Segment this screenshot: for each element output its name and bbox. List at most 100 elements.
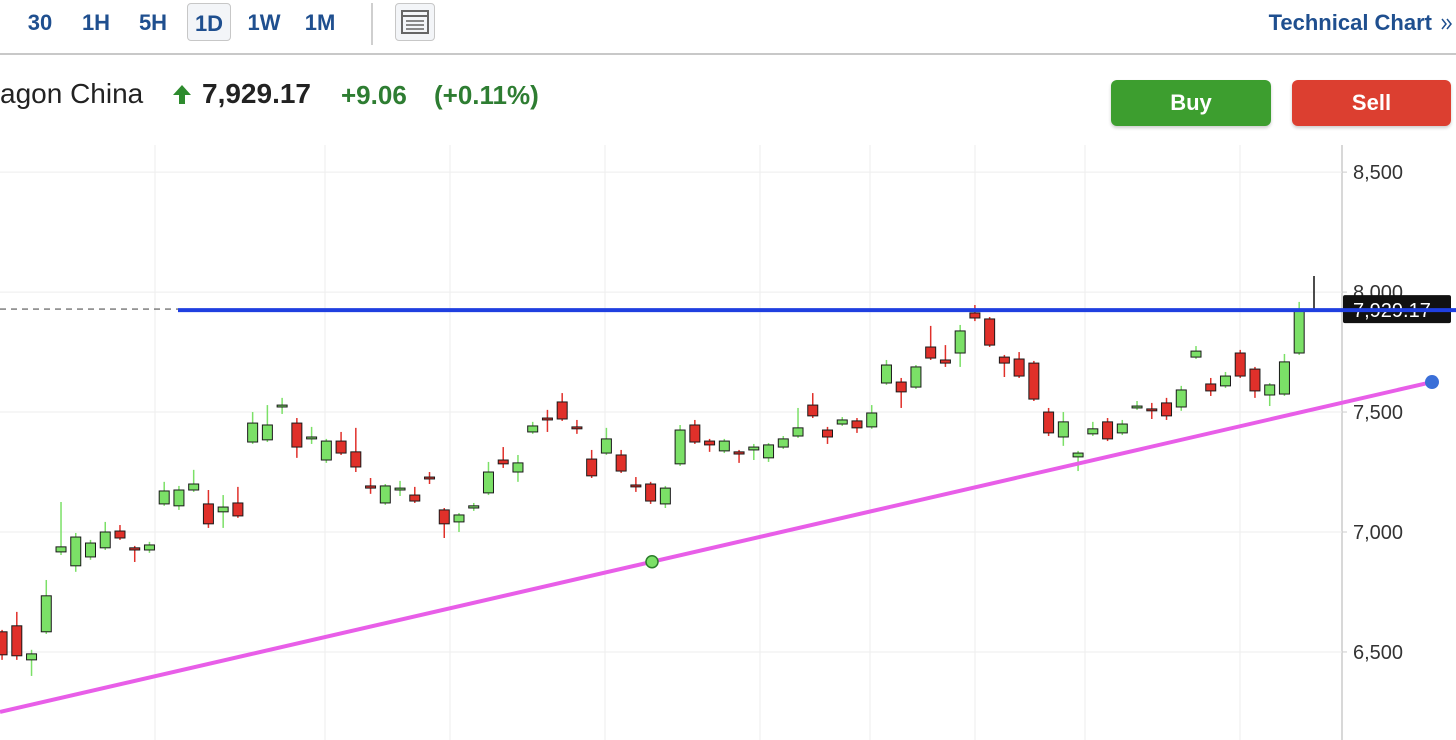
interval-button[interactable]: 1H — [81, 10, 111, 35]
candle-body — [1087, 428, 1099, 435]
candle-body — [1072, 452, 1084, 458]
interval-button[interactable]: 30 — [27, 10, 53, 35]
toolbar: 30 1H 5H 1D 1W 1M Technical Chart — [0, 0, 1456, 55]
candle-body — [232, 502, 244, 517]
candle-body — [1219, 375, 1231, 387]
candle-body — [541, 417, 553, 421]
candle-body — [70, 536, 82, 567]
candle-body — [851, 420, 863, 429]
candle-body — [1102, 421, 1114, 440]
layout-icon[interactable] — [395, 3, 435, 41]
change-percent: (+0.11%) — [434, 80, 539, 110]
buy-button[interactable]: Buy — [1111, 80, 1271, 126]
candle-body — [645, 483, 657, 502]
candle-body — [158, 490, 170, 505]
candle-body — [674, 429, 686, 465]
candle-body — [689, 424, 701, 443]
candle-body — [1161, 402, 1173, 417]
candle-body — [276, 404, 288, 408]
candle-body — [85, 542, 96, 558]
price: 7,929.17 — [202, 78, 311, 109]
y-tick-label: 6,500 — [1353, 642, 1403, 664]
candle-body — [1131, 405, 1143, 409]
candle-body — [718, 440, 730, 452]
candle-body — [1116, 423, 1128, 434]
candle-body — [1057, 421, 1069, 438]
trendline-end — [1425, 375, 1439, 390]
candle-body — [1013, 358, 1025, 377]
up-arrow — [173, 85, 191, 104]
interval-button[interactable]: 1M — [304, 10, 336, 35]
candle-body — [143, 544, 155, 551]
candle-body — [320, 440, 332, 461]
candle-body — [615, 454, 627, 472]
candle-body — [26, 653, 38, 661]
candle-body — [1175, 389, 1187, 408]
candle-body — [482, 471, 494, 494]
candle-body — [306, 436, 318, 440]
candle-body — [379, 485, 391, 504]
y-tick-label: 7,000 — [1353, 522, 1403, 544]
candle-body — [704, 440, 716, 446]
candle-body — [497, 459, 509, 465]
candle-body — [350, 451, 362, 468]
y-tick-label: 7,500 — [1353, 402, 1403, 424]
candle-body — [55, 546, 67, 553]
candle-body — [998, 356, 1010, 364]
candle-body — [600, 438, 612, 454]
interval-button[interactable]: 1W — [247, 10, 281, 35]
candle-body — [1234, 352, 1246, 377]
interval-button[interactable]: 5H — [138, 10, 168, 35]
trendline — [0, 380, 1433, 714]
candle-body — [1264, 384, 1276, 396]
candle-body — [1146, 408, 1158, 412]
candle-body — [409, 494, 421, 502]
trendline-handle — [645, 554, 659, 569]
candle-body — [1278, 361, 1290, 395]
chevron-icon — [1441, 18, 1452, 30]
candle-body — [556, 401, 568, 420]
candle-body — [1190, 350, 1202, 358]
candle-body — [247, 422, 259, 443]
candle-body — [202, 503, 214, 525]
candle-body — [1028, 362, 1040, 400]
candle-body — [188, 483, 200, 491]
candle-body — [822, 429, 833, 438]
candle-body — [659, 487, 671, 505]
candle-body — [40, 595, 52, 633]
candle-body — [571, 426, 583, 430]
candle-body — [217, 506, 229, 513]
candle-body — [1043, 411, 1055, 434]
candle-body — [129, 547, 141, 551]
candle-body — [11, 625, 23, 657]
candle-body — [512, 462, 524, 473]
candle-body — [291, 422, 303, 448]
candle-body — [763, 444, 775, 459]
icon-graphic — [401, 10, 429, 34]
candle-body — [1249, 368, 1261, 392]
candle-body — [954, 330, 966, 354]
candle-body — [866, 412, 878, 428]
candle-body — [261, 424, 273, 441]
candle-body — [807, 404, 819, 417]
candle-body — [939, 359, 951, 364]
candle-body — [335, 440, 347, 454]
candle-body — [173, 489, 185, 507]
instrument-name: agon China — [0, 78, 144, 109]
candle-body — [910, 366, 922, 388]
candle-body — [777, 438, 789, 448]
interval-button[interactable]: 1D — [187, 3, 231, 41]
sell-button[interactable]: Sell — [1292, 80, 1451, 126]
candle-body — [438, 509, 450, 525]
candle-body — [630, 484, 642, 488]
candle-body — [1293, 308, 1305, 354]
candle-body — [984, 318, 996, 346]
candle-body — [453, 514, 465, 523]
candle-body — [748, 446, 760, 451]
candle-body — [586, 458, 598, 477]
technical-chart-link[interactable]: Technical Chart — [1268, 10, 1432, 35]
candle-body — [0, 631, 8, 656]
candle-body — [424, 476, 436, 480]
